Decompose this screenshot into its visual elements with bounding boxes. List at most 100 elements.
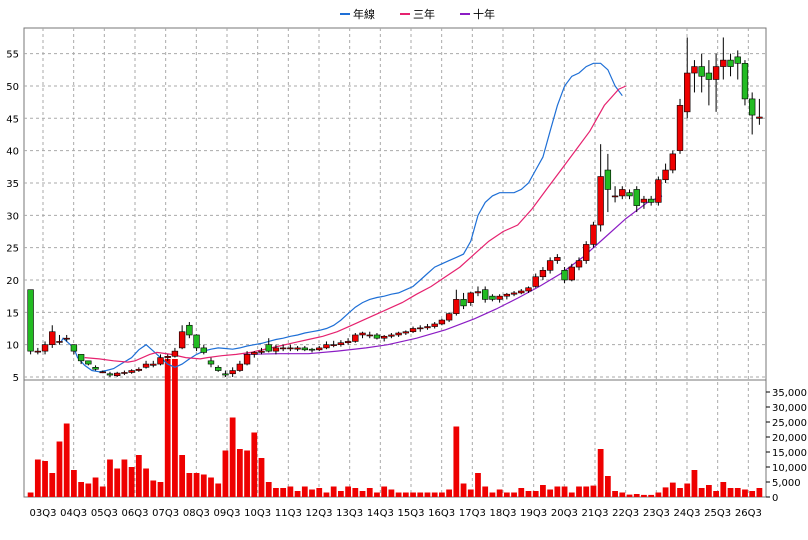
candle-body — [287, 347, 294, 350]
candle-body — [56, 341, 63, 343]
price-tick-label: 35 — [6, 179, 19, 190]
candle-body — [215, 366, 222, 371]
volume-bar — [424, 492, 431, 497]
volume-bar — [316, 488, 323, 497]
candle-body — [734, 56, 741, 64]
candle-body — [445, 313, 453, 321]
x-tick-label: 05Q3 — [91, 508, 118, 519]
volume-bar — [554, 486, 561, 497]
x-tick-label: 19Q3 — [520, 508, 547, 519]
volume-bar — [583, 486, 590, 497]
candle-body — [676, 105, 684, 151]
x-tick-label: 17Q3 — [459, 508, 486, 519]
volume-bar — [172, 359, 178, 497]
price-axis: 55 50 45 40 35 30 25 20 15 10 5 — [6, 50, 19, 384]
candle-body — [604, 169, 612, 190]
candle-body — [474, 291, 482, 294]
candle-body — [243, 354, 251, 365]
volume-bar — [366, 488, 373, 497]
candle-body — [41, 344, 49, 352]
candle-body — [619, 189, 626, 197]
volume-bar — [200, 474, 207, 497]
volume-bar — [236, 449, 243, 497]
volume-bar — [92, 477, 99, 497]
price-tick-label: 20 — [6, 276, 19, 287]
volume-bar — [691, 470, 698, 497]
x-axis: 03Q3 04Q3 05Q3 06Q3 07Q3 08Q3 09Q3 10Q3 11Q3 12Q3… — [30, 508, 762, 519]
candle-body — [460, 299, 467, 307]
x-tick-label: 24Q3 — [674, 508, 701, 519]
volume-bar — [439, 492, 445, 497]
volume-bar — [301, 486, 308, 497]
candle-body — [373, 334, 381, 339]
candle-body — [655, 179, 662, 203]
x-tick-label: 09Q3 — [214, 508, 241, 519]
candle-body — [712, 66, 720, 80]
candle-body — [352, 334, 359, 342]
volume-bar — [641, 494, 647, 497]
volume-bar — [42, 461, 48, 497]
candle-body — [489, 295, 496, 300]
candle-body — [431, 323, 438, 327]
candle-body — [438, 319, 446, 325]
volume-bar — [265, 482, 272, 497]
volume-bar — [742, 489, 748, 497]
volume-bar — [677, 488, 683, 497]
volume-bar — [27, 492, 34, 497]
moving-average-lines — [60, 62, 663, 373]
volume-bar — [258, 458, 265, 497]
volume-bar — [460, 483, 467, 497]
volume-bar — [410, 492, 416, 497]
candle-body — [748, 98, 756, 116]
volume-bar — [208, 477, 214, 497]
candle-body — [482, 289, 489, 300]
candle-body — [684, 72, 691, 113]
ma-line — [60, 62, 623, 373]
candle-body — [128, 370, 135, 373]
volume-bar — [713, 491, 719, 497]
price-tick-label: 30 — [6, 211, 19, 222]
candle-body — [63, 337, 70, 340]
volume-bar — [63, 423, 70, 497]
candle-body — [417, 327, 424, 330]
candle-body — [114, 372, 121, 377]
candle-body — [251, 352, 258, 355]
volume-bar — [157, 482, 164, 497]
candle-body — [316, 347, 323, 351]
x-tick-label: 06Q3 — [122, 508, 149, 519]
candle-body — [453, 299, 460, 314]
volume-bar — [179, 455, 186, 497]
candle-body — [193, 334, 200, 349]
volume-bar — [525, 491, 532, 497]
price-panel — [23, 27, 767, 381]
volume-bar — [374, 492, 380, 497]
volume-bar — [756, 488, 763, 497]
x-tick-label: 18Q3 — [490, 508, 517, 519]
volume-bar — [698, 488, 705, 497]
volume-bar — [143, 468, 149, 497]
volume-bar — [402, 492, 409, 497]
volume-bar — [388, 489, 395, 497]
volume-bars — [27, 359, 763, 497]
volume-bar — [99, 486, 106, 497]
volume-bar — [273, 488, 279, 497]
candle-body — [691, 66, 698, 74]
candle-body — [106, 373, 114, 376]
candle-body — [272, 347, 280, 352]
volume-bar — [287, 486, 294, 497]
x-tick-label: 10Q3 — [244, 508, 271, 519]
legend-label: 十年 — [473, 7, 495, 21]
volume-bar — [431, 492, 438, 497]
candle-body — [49, 331, 56, 345]
candle-body — [611, 195, 619, 198]
volume-bar — [294, 491, 301, 497]
candle-body — [359, 332, 366, 336]
candle-body — [510, 292, 518, 295]
candle-body — [301, 347, 308, 351]
candle-body — [546, 260, 554, 271]
volume-tick-label: 30,000 — [772, 403, 807, 414]
candle-body — [424, 326, 431, 329]
volume-bar — [496, 489, 503, 497]
volume-bar — [576, 486, 582, 497]
candle-body — [207, 360, 215, 365]
